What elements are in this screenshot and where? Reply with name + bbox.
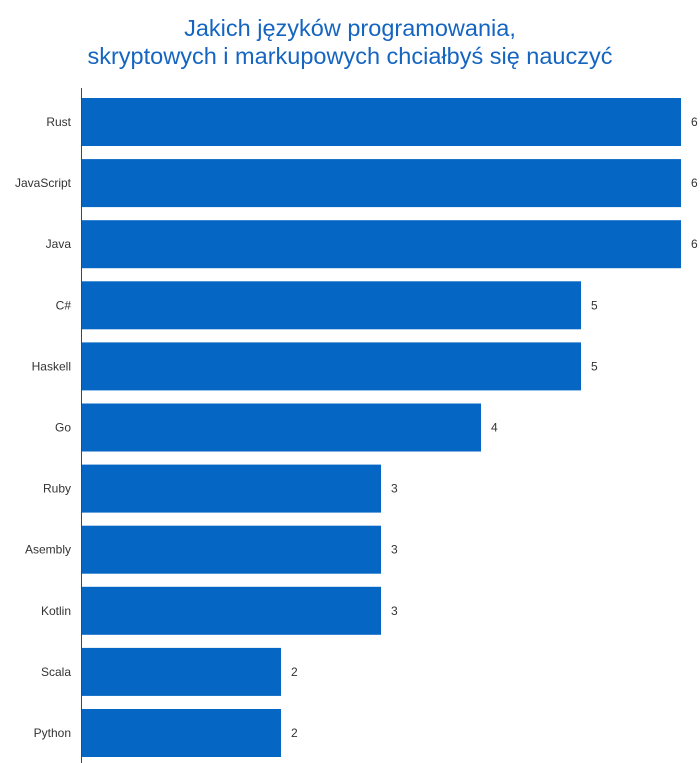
bar-haskell	[82, 342, 581, 391]
value-label: 3	[391, 482, 398, 496]
value-label: 2	[291, 726, 298, 740]
bar-python	[82, 709, 281, 757]
category-label: Java	[46, 237, 72, 251]
value-label: 6	[691, 237, 698, 251]
category-label: Kotlin	[41, 604, 71, 618]
value-label: 3	[391, 543, 398, 557]
value-label: 2	[291, 665, 298, 679]
category-label: Ruby	[43, 482, 71, 496]
value-label: 5	[591, 298, 598, 312]
bar-javascript	[82, 159, 681, 208]
chart-title-line-1: Jakich języków programowania,	[184, 15, 516, 41]
bars-layer: Rust 6 JavaScript 6 Java 6 C# 5 Haskell 5 Go 4 Ruby 3…	[15, 98, 698, 757]
category-label: Go	[55, 421, 71, 435]
bar-java	[82, 220, 681, 269]
category-label: Haskell	[32, 359, 71, 373]
category-label: Python	[34, 726, 71, 740]
category-label: Asembly	[25, 543, 71, 557]
value-label: 6	[691, 176, 698, 190]
chart-title: Jakich języków programowania, skryptowyc…	[0, 14, 700, 70]
bar-kotlin	[82, 586, 381, 635]
value-label: 3	[391, 604, 398, 618]
value-label: 4	[491, 421, 498, 435]
category-label: C#	[56, 298, 72, 312]
bar-asembly	[82, 525, 381, 574]
bar-rust	[82, 98, 681, 146]
bar-c-	[82, 281, 581, 330]
value-label: 6	[691, 115, 698, 129]
value-label: 5	[591, 359, 598, 373]
bar-ruby	[82, 464, 381, 513]
chart-title-line-2: skryptowych i markupowych chciałbyś się …	[87, 43, 613, 69]
category-label: JavaScript	[15, 176, 72, 190]
bar-scala	[82, 647, 281, 696]
bar-go	[82, 403, 481, 452]
category-label: Rust	[46, 115, 71, 129]
category-label: Scala	[41, 665, 71, 679]
